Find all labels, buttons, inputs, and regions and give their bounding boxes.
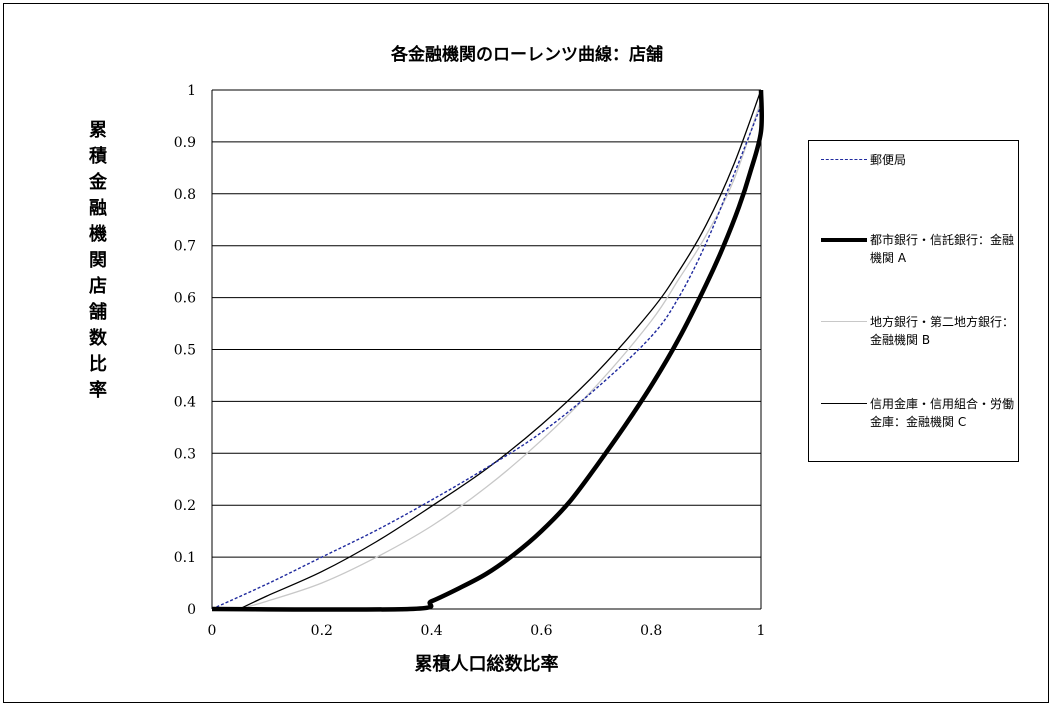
legend-swatch <box>821 321 867 322</box>
x-axis-title: 累積人口総数比率 <box>414 654 559 675</box>
x-tick-label: 0.4 <box>420 623 442 639</box>
y-tick-label: 0.7 <box>174 239 196 255</box>
legend: 郵便局都市銀行・信託銀行：金融機関 A 地方銀行・第二地方銀行：金融機関 B 信用金… <box>808 140 1019 462</box>
legend-label: 郵便局 <box>870 153 907 167</box>
legend-swatch <box>821 159 867 160</box>
legend-label: 地方銀行・第二地方銀行：金融機関 B <box>870 315 1015 347</box>
legend-swatch <box>821 238 867 242</box>
legend-label: 信用金庫・信用組合・労働金庫：金融機関 C <box>870 397 1015 429</box>
tick-labels: 0 0.1 0.2 0.3 0.4 0.5 0.6 0.7 0.8 0.9 1 0 0.2 0.4 0.6 0… <box>174 83 766 639</box>
series-line-0 <box>211 105 762 610</box>
y-tick-label: 0.3 <box>174 446 196 462</box>
y-tick-label: 0.6 <box>174 291 196 307</box>
series-lines <box>211 89 765 612</box>
y-tick-label: 0.9 <box>174 135 196 151</box>
x-tick-label: 0.6 <box>530 623 552 639</box>
y-tick-label: 0.1 <box>174 550 196 566</box>
y-tick-label: 0.5 <box>174 343 196 359</box>
grid-lines <box>212 89 761 558</box>
y-axis-title: 累積金融機関店舗数比率 <box>89 120 107 401</box>
y-tick-label: 0.4 <box>174 394 196 410</box>
series-line-1 <box>211 89 765 612</box>
x-tick-label: 1 <box>757 623 766 639</box>
series-line-3 <box>239 89 762 610</box>
y-tick-label: 0.2 <box>174 498 196 514</box>
x-tick-label: 0.2 <box>311 623 333 639</box>
y-tick-label: 1 <box>187 83 196 99</box>
x-tick-label: 0.8 <box>640 623 662 639</box>
legend-label: 都市銀行・信託銀行：金融機関 A <box>870 233 1015 265</box>
legend-swatch <box>821 403 867 404</box>
y-tick-label: 0 <box>187 602 196 618</box>
x-tick-label: 0 <box>208 623 217 639</box>
chart-title: 各金融機関のローレンツ曲線：店舗 <box>391 45 663 65</box>
series-line-2 <box>239 100 762 610</box>
y-tick-label: 0.8 <box>174 187 196 203</box>
